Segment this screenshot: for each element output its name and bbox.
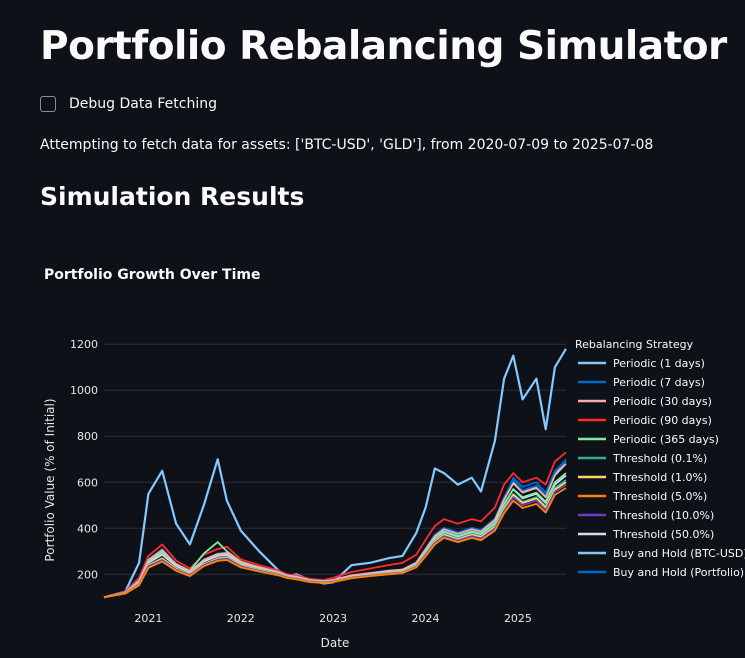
- y-tick-label: 1000: [70, 384, 98, 397]
- legend-item[interactable]: Buy and Hold (Portfolio): [578, 566, 744, 579]
- x-axis-ticks: 2021 2022 2023 2024 2025: [134, 612, 532, 625]
- grid-lines: [104, 343, 566, 575]
- x-tick-label: 2025: [504, 612, 532, 625]
- legend-label: Threshold (10.0%): [612, 509, 714, 522]
- legend-label: Periodic (30 days): [613, 395, 712, 408]
- debug-checkbox-label[interactable]: Debug Data Fetching: [69, 96, 217, 112]
- debug-checkbox-row[interactable]: Debug Data Fetching: [40, 96, 217, 112]
- legend-item[interactable]: Threshold (10.0%): [578, 509, 714, 522]
- legend-item[interactable]: Buy and Hold (BTC-USD): [578, 547, 745, 560]
- y-tick-label: 800: [77, 430, 98, 443]
- x-tick-label: 2021: [134, 612, 162, 625]
- legend-item[interactable]: Periodic (90 days): [578, 414, 712, 427]
- x-tick-label: 2024: [412, 612, 440, 625]
- legend[interactable]: Periodic (1 days) Periodic (7 days) Period…: [578, 357, 745, 579]
- legend-item[interactable]: Periodic (30 days): [578, 395, 712, 408]
- legend-label: Threshold (1.0%): [612, 471, 707, 484]
- series-line: [103, 451, 567, 599]
- legend-item[interactable]: Periodic (7 days): [578, 376, 705, 389]
- legend-label: Buy and Hold (BTC-USD): [613, 547, 745, 560]
- legend-item[interactable]: Threshold (50.0%): [578, 528, 714, 541]
- legend-label: Periodic (7 days): [613, 376, 705, 389]
- legend-label: Periodic (365 days): [613, 433, 719, 446]
- y-axis-ticks: 200 400 600 800 1000 1200: [70, 338, 98, 581]
- legend-item[interactable]: Threshold (1.0%): [578, 471, 707, 484]
- x-axis-label: Date: [321, 636, 350, 650]
- series-line: [103, 348, 567, 599]
- results-heading: Simulation Results: [40, 182, 305, 211]
- legend-label: Periodic (90 days): [613, 414, 712, 427]
- chart-title: Portfolio Growth Over Time: [44, 267, 261, 283]
- legend-label: Buy and Hold (Portfolio): [613, 566, 744, 579]
- y-tick-label: 600: [77, 476, 98, 489]
- y-axis-label: Portfolio Value (% of Initial): [43, 398, 57, 561]
- legend-label: Threshold (50.0%): [612, 528, 714, 541]
- x-tick-label: 2022: [227, 612, 255, 625]
- series-line: [103, 487, 567, 599]
- legend-label: Threshold (5.0%): [612, 490, 707, 503]
- legend-item[interactable]: Threshold (5.0%): [578, 490, 707, 503]
- y-tick-label: 400: [77, 522, 98, 535]
- x-tick-label: 2023: [319, 612, 347, 625]
- plot-area: [103, 348, 567, 599]
- legend-item[interactable]: Periodic (365 days): [578, 433, 719, 446]
- y-tick-label: 1200: [70, 338, 98, 351]
- legend-item[interactable]: Threshold (0.1%): [578, 452, 707, 465]
- legend-label: Periodic (1 days): [613, 357, 705, 370]
- page-title: Portfolio Rebalancing Simulator: [40, 24, 727, 69]
- legend-item[interactable]: Periodic (1 days): [578, 357, 705, 370]
- fetch-message: Attempting to fetch data for assets: ['B…: [40, 137, 654, 153]
- legend-title: Rebalancing Strategy: [575, 338, 694, 351]
- legend-label: Threshold (0.1%): [612, 452, 707, 465]
- series-line: [103, 463, 567, 599]
- y-tick-label: 200: [77, 568, 98, 581]
- debug-checkbox[interactable]: [40, 96, 56, 112]
